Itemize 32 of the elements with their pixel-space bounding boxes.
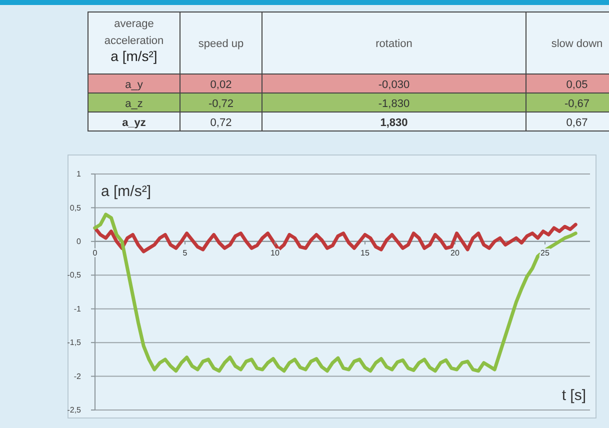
text: -0,67 [564, 98, 590, 110]
y-tick-label: -0,5 [67, 270, 82, 280]
y-tick-label: 0 [76, 236, 82, 246]
text: 1,830 [380, 117, 408, 129]
x-tick-label: 10 [270, 248, 280, 258]
category-label: rotation [376, 38, 412, 50]
category-label: a_y [125, 79, 143, 91]
text: average acceleration a [m/s²] [104, 18, 164, 64]
category-label: slow down [551, 38, 603, 50]
category-label: speed up [198, 38, 244, 50]
x-tick-label: 5 [182, 248, 188, 258]
category-label: a_z [125, 98, 143, 110]
y-tick-label: 1 [76, 170, 82, 179]
y-tick-label: -2,5 [67, 406, 82, 415]
category-label: a_yz [122, 117, 146, 129]
text: -1,830 [378, 98, 410, 110]
x-tick-label: 15 [360, 248, 370, 258]
y-tick-label: -1 [74, 304, 82, 314]
x-axis-title: t [s] [562, 387, 586, 404]
text: 0,02 [210, 79, 232, 91]
text: -0,030 [378, 79, 410, 91]
y-tick-label: -1,5 [67, 338, 82, 348]
text: 0,67 [566, 117, 588, 129]
x-tick-label: 0 [92, 248, 98, 258]
y-axis-title: a [m/s²] [101, 183, 152, 200]
y-tick-label: -2 [74, 372, 82, 381]
x-tick-label: 20 [450, 248, 460, 258]
text: 0,72 [210, 117, 232, 129]
line-series [93, 212, 578, 373]
text: -0,72 [208, 98, 234, 110]
text: 0,05 [566, 79, 588, 91]
y-tick-label: 0,5 [70, 203, 82, 212]
